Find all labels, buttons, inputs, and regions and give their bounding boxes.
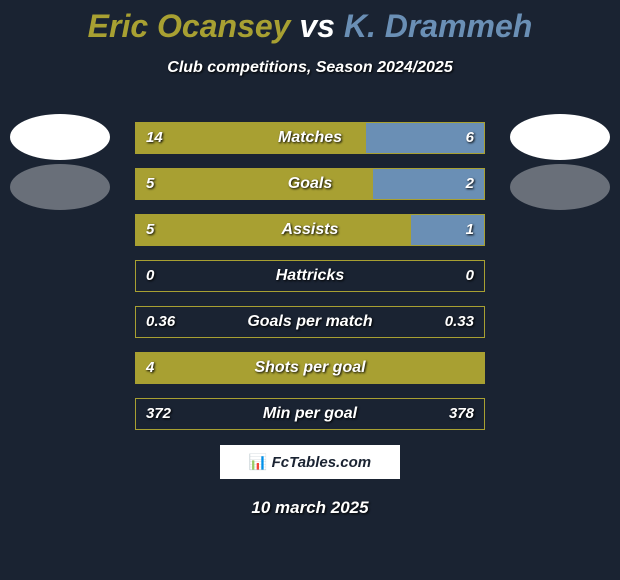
stat-row: 4Shots per goal bbox=[135, 352, 485, 384]
logo-text: FcTables.com bbox=[272, 454, 371, 471]
stat-row: 0.360.33Goals per match bbox=[135, 306, 485, 338]
player2-name: K. Drammeh bbox=[344, 8, 533, 44]
logo-box: 📊 FcTables.com bbox=[220, 445, 400, 479]
stat-label: Goals per match bbox=[136, 307, 484, 337]
subtitle: Club competitions, Season 2024/2025 bbox=[0, 59, 620, 77]
player2-avatar-shadow bbox=[510, 164, 610, 210]
player2-avatar bbox=[510, 114, 610, 160]
stat-row: 52Goals bbox=[135, 168, 485, 200]
stat-label: Assists bbox=[136, 215, 484, 245]
player1-avatar bbox=[10, 114, 110, 160]
stat-row: 146Matches bbox=[135, 122, 485, 154]
vs-label: vs bbox=[299, 8, 335, 44]
player1-name: Eric Ocansey bbox=[88, 8, 291, 44]
stat-label: Shots per goal bbox=[136, 353, 484, 383]
stat-row: 372378Min per goal bbox=[135, 398, 485, 430]
stat-row: 00Hattricks bbox=[135, 260, 485, 292]
stat-label: Min per goal bbox=[136, 399, 484, 429]
title: Eric Ocansey vs K. Drammeh bbox=[0, 0, 620, 45]
player1-avatar-shadow bbox=[10, 164, 110, 210]
comparison-card: Eric Ocansey vs K. Drammeh Club competit… bbox=[0, 0, 620, 580]
stat-row: 51Assists bbox=[135, 214, 485, 246]
stat-label: Hattricks bbox=[136, 261, 484, 291]
stats-bars: 146Matches 52Goals 51Assists 00Hattricks 0.3… bbox=[135, 122, 485, 444]
stat-label: Matches bbox=[136, 123, 484, 153]
date-label: 10 march 2025 bbox=[0, 498, 620, 518]
stat-label: Goals bbox=[136, 169, 484, 199]
chart-icon: 📊 bbox=[249, 453, 268, 471]
